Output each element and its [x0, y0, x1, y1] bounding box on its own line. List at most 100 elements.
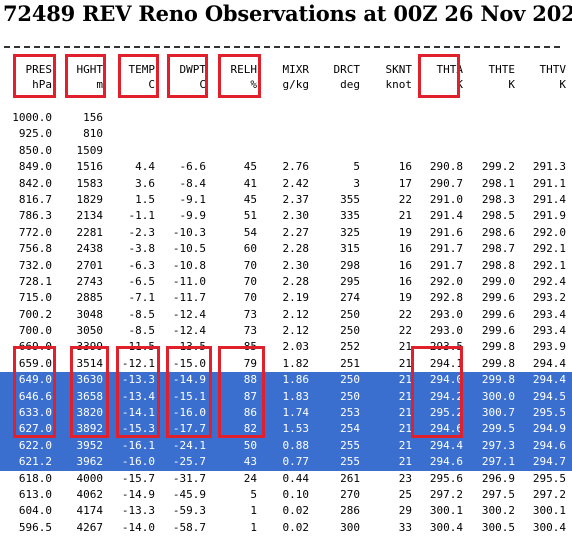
column-name: RELH: [230, 63, 258, 76]
cell-thta: 297.2: [429, 487, 463, 501]
cell-dwpt: -59.3: [172, 504, 206, 518]
cell-pres: 756.8: [18, 242, 52, 256]
table-row[interactable]: 756.8 2438 -3.8 -10.5 60 2.28 315 16 291.7 298.7 2…: [0, 241, 572, 257]
cell-drct: 270: [340, 487, 360, 501]
cell-drct: 250: [340, 307, 360, 321]
table-row[interactable]: 649.0 3630 -13.3 -14.9 88 1.86 250 21 294.0 299.8…: [0, 372, 572, 389]
table-row[interactable]: 728.1 2743 -6.5 -11.0 70 2.28 295 16 292.0 299.0 2…: [0, 274, 572, 290]
cell-thta: 293.0: [429, 307, 463, 321]
column-header-hght: HGHT m: [51, 62, 104, 92]
column-unit: C: [148, 78, 155, 91]
cell-sknt: 21: [398, 422, 412, 436]
table-row[interactable]: 849.0 1516 4.4 -6.6 45 2.76 5 16 290.8 299.2 291.3: [0, 159, 572, 175]
table-row[interactable]: 659.0 3514 -12.1 -15.0 79 1.82 251 21 294.1 299.8…: [0, 356, 572, 372]
cell-sknt: 17: [398, 176, 412, 190]
cell-sknt: 19: [398, 225, 412, 239]
cell-drct: 252: [340, 340, 360, 354]
cell-temp: -14.9: [121, 487, 155, 501]
cell-dwpt: -6.6: [179, 160, 207, 174]
header-divider: [4, 46, 560, 48]
cell-mixr: 2.28: [282, 242, 310, 256]
column-header-thtv: THTV K: [514, 62, 567, 92]
cell-thtv: 300.4: [532, 520, 566, 534]
cell-thte: 300.2: [481, 504, 515, 518]
cell-thtv: 294.7: [532, 455, 566, 469]
cell-pres: 604.0: [18, 504, 52, 518]
table-row[interactable]: 816.7 1829 1.5 -9.1 45 2.37 355 22 291.0 298.3 291…: [0, 192, 572, 208]
table-row[interactable]: 842.0 1583 3.6 -8.4 41 2.42 3 17 290.7 298.1 291.1: [0, 176, 572, 192]
cell-sknt: 22: [398, 192, 412, 206]
cell-thtv: 291.1: [532, 176, 566, 190]
cell-relh: 79: [243, 356, 257, 370]
cell-thte: 298.8: [481, 258, 515, 272]
table-body: 1000.0 156 925.0 810 850.0 1509 849.0 1516 4.4 -6…: [0, 110, 572, 536]
table-row[interactable]: 646.6 3658 -13.4 -15.1 87 1.83 250 21 294.2 300.0…: [0, 388, 572, 406]
cell-mixr: 0.02: [282, 520, 310, 534]
cell-mixr: 2.03: [282, 340, 310, 354]
cell-thte: 298.7: [481, 242, 515, 256]
table-row[interactable]: 700.2 3048 -8.5 -12.4 73 2.12 250 22 293.0 299.6 2…: [0, 307, 572, 323]
table-row[interactable]: 621.2 3962 -16.0 -25.7 43 0.77 255 21 294.6 297.1…: [0, 454, 572, 471]
cell-thte: 299.6: [481, 307, 515, 321]
cell-sknt: 16: [398, 160, 412, 174]
table-row[interactable]: 700.0 3050 -8.5 -12.4 73 2.12 250 22 293.0 299.6 2…: [0, 323, 572, 339]
table-row[interactable]: 925.0 810: [0, 126, 572, 142]
cell-temp: -2.3: [128, 225, 156, 239]
table-row[interactable]: 627.0 3892 -15.3 -17.7 82 1.53 254 21 294.6 299.5…: [0, 421, 572, 438]
cell-thta: 292.0: [429, 274, 463, 288]
cell-thte: 298.1: [481, 176, 515, 190]
table-row[interactable]: 596.5 4267 -14.0 -58.7 1 0.02 300 33 300.4 300.5 3…: [0, 520, 572, 536]
cell-relh: 43: [243, 455, 257, 469]
cell-relh: 70: [243, 274, 257, 288]
cell-thta: 295.2: [429, 406, 463, 420]
table-row[interactable]: 715.0 2885 -7.1 -11.7 70 2.19 274 19 292.8 299.6 2…: [0, 290, 572, 306]
cell-hght: 3514: [76, 356, 104, 370]
cell-thta: 294.0: [429, 373, 463, 387]
cell-dwpt: -9.9: [179, 209, 207, 223]
column-name: TEMP: [128, 63, 156, 76]
cell-drct: 254: [340, 422, 360, 436]
cell-temp: 3.6: [135, 176, 155, 190]
cell-relh: 73: [243, 324, 257, 338]
column-header-thte: THTE K: [463, 62, 516, 92]
cell-thte: 300.0: [481, 389, 515, 403]
cell-drct: 250: [340, 389, 360, 403]
cell-dwpt: -11.0: [172, 274, 206, 288]
cell-thtv: 292.4: [532, 274, 566, 288]
column-unit: K: [508, 78, 515, 91]
cell-pres: 649.0: [18, 373, 52, 387]
cell-mixr: 2.27: [282, 225, 310, 239]
cell-pres: 659.0: [18, 356, 52, 370]
table-row[interactable]: 850.0 1509: [0, 143, 572, 159]
table-row[interactable]: 1000.0 156: [0, 110, 572, 126]
table-row[interactable]: 633.0 3820 -14.1 -16.0 86 1.74 253 21 295.2 300.7…: [0, 405, 572, 422]
table-row[interactable]: 669.0 3399 -11.5 -13.5 85 2.03 252 21 293.5 299.8…: [0, 339, 572, 355]
cell-mixr: 1.86: [282, 373, 310, 387]
table-row[interactable]: 772.0 2281 -2.3 -10.3 54 2.27 325 19 291.6 298.6 2…: [0, 225, 572, 241]
column-unit: C: [199, 78, 206, 91]
cell-pres: 1000.0: [12, 111, 52, 124]
column-unit: K: [559, 78, 566, 91]
column-unit: %: [250, 78, 257, 91]
column-header-drct: DRCT deg: [308, 62, 361, 92]
column-unit: m: [96, 78, 103, 91]
cell-pres: 850.0: [18, 143, 52, 157]
column-header-pres: PRES hPa: [0, 62, 53, 92]
cell-mixr: 1.53: [282, 422, 310, 436]
cell-thta: 293.5: [429, 340, 463, 354]
cell-hght: 2701: [76, 258, 104, 272]
cell-thte: 299.8: [481, 356, 515, 370]
cell-dwpt: -14.9: [172, 373, 206, 387]
cell-temp: -16.1: [121, 438, 155, 452]
cell-temp: -7.1: [128, 291, 156, 305]
table-row[interactable]: 622.0 3952 -16.1 -24.1 50 0.88 255 21 294.4 297.3…: [0, 437, 572, 455]
table-row[interactable]: 613.0 4062 -14.9 -45.9 5 0.10 270 25 297.2 297.5 2…: [0, 487, 572, 503]
table-row[interactable]: 618.0 4000 -15.7 -31.7 24 0.44 261 23 295.6 296.9…: [0, 471, 572, 487]
column-name: PRES: [25, 63, 53, 76]
table-row[interactable]: 732.0 2701 -6.3 -10.8 70 2.30 298 16 291.7 298.8 2…: [0, 258, 572, 274]
column-name: DRCT: [333, 63, 361, 76]
table-row[interactable]: 786.3 2134 -1.1 -9.9 51 2.30 335 21 291.4 298.5 29…: [0, 208, 572, 224]
table-row[interactable]: 604.0 4174 -13.3 -59.3 1 0.02 286 29 300.1 300.2 3…: [0, 503, 572, 519]
cell-thte: 299.8: [481, 340, 515, 354]
cell-mixr: 2.30: [282, 209, 310, 223]
